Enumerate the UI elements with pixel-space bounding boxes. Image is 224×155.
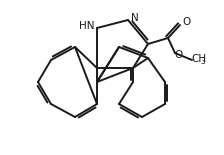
Text: O: O [174, 50, 182, 60]
Text: CH: CH [191, 54, 206, 64]
Text: HN: HN [78, 21, 94, 31]
Text: N: N [131, 13, 139, 23]
Text: O: O [182, 17, 190, 27]
Text: 3: 3 [200, 58, 205, 66]
